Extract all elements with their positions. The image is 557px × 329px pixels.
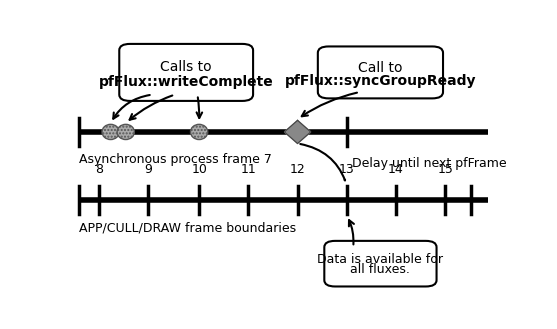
Text: Asynchronous process frame 7: Asynchronous process frame 7 bbox=[79, 153, 272, 166]
FancyBboxPatch shape bbox=[119, 44, 253, 101]
Text: 15: 15 bbox=[437, 163, 453, 176]
FancyBboxPatch shape bbox=[324, 241, 437, 287]
Text: 10: 10 bbox=[191, 163, 207, 176]
FancyBboxPatch shape bbox=[318, 46, 443, 98]
Text: pfFlux::writeComplete: pfFlux::writeComplete bbox=[99, 75, 273, 89]
FancyArrowPatch shape bbox=[300, 144, 345, 180]
Text: 8: 8 bbox=[95, 163, 103, 176]
Ellipse shape bbox=[117, 124, 134, 139]
Text: all fluxes.: all fluxes. bbox=[350, 263, 411, 276]
Text: Calls to: Calls to bbox=[160, 60, 212, 74]
Text: 9: 9 bbox=[144, 163, 152, 176]
Ellipse shape bbox=[102, 124, 119, 139]
Text: Delay until next pfFrame: Delay until next pfFrame bbox=[353, 157, 507, 170]
Text: APP/CULL/DRAW frame boundaries: APP/CULL/DRAW frame boundaries bbox=[79, 222, 296, 235]
Polygon shape bbox=[285, 120, 311, 143]
Text: 14: 14 bbox=[388, 163, 404, 176]
Text: 13: 13 bbox=[339, 163, 355, 176]
Ellipse shape bbox=[190, 124, 208, 139]
Text: Data is available for: Data is available for bbox=[317, 253, 443, 266]
Text: 11: 11 bbox=[241, 163, 256, 176]
Text: Call to: Call to bbox=[358, 61, 403, 75]
Text: pfFlux::syncGroupReady: pfFlux::syncGroupReady bbox=[285, 74, 476, 88]
Text: 12: 12 bbox=[290, 163, 305, 176]
